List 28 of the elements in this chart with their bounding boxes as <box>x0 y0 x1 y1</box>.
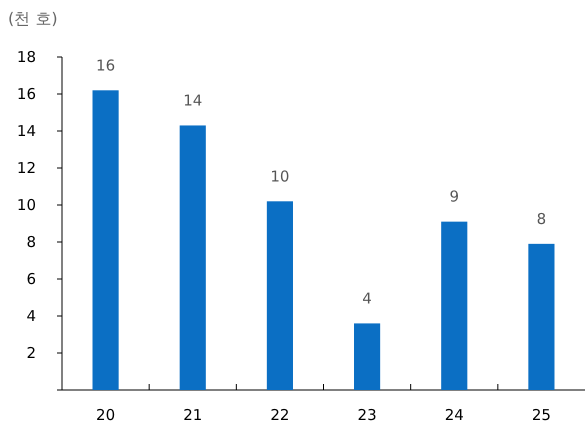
y-tick-label: 10 <box>16 196 36 214</box>
data-label: 4 <box>362 289 372 308</box>
bar <box>180 125 206 390</box>
y-tick-label: 8 <box>26 233 36 251</box>
y-tick-label: 16 <box>16 85 36 103</box>
bar <box>441 222 468 390</box>
x-tick-label: 20 <box>96 406 116 424</box>
data-label: 10 <box>270 167 290 186</box>
y-tick-label: 4 <box>26 307 36 325</box>
y-tick-label: 14 <box>16 122 36 140</box>
bar <box>266 201 293 390</box>
bar <box>354 323 380 390</box>
data-label: 8 <box>536 210 546 228</box>
y-tick-label: 6 <box>26 270 36 288</box>
data-label: 9 <box>449 188 460 206</box>
y-tick-label: 2 <box>26 344 36 362</box>
data-label: 14 <box>183 91 202 110</box>
bar <box>92 90 119 390</box>
x-tick-label: 25 <box>532 406 551 424</box>
y-tick-label: 12 <box>16 159 36 177</box>
data-label: 16 <box>96 56 116 74</box>
x-tick-label: 22 <box>270 406 290 424</box>
bar <box>528 244 554 390</box>
y-tick-label: 18 <box>16 48 36 66</box>
x-tick-label: 21 <box>183 406 202 424</box>
y-axis-title: (천 호) <box>8 9 58 28</box>
x-tick-label: 24 <box>444 406 464 424</box>
x-tick-label: 23 <box>358 406 377 424</box>
